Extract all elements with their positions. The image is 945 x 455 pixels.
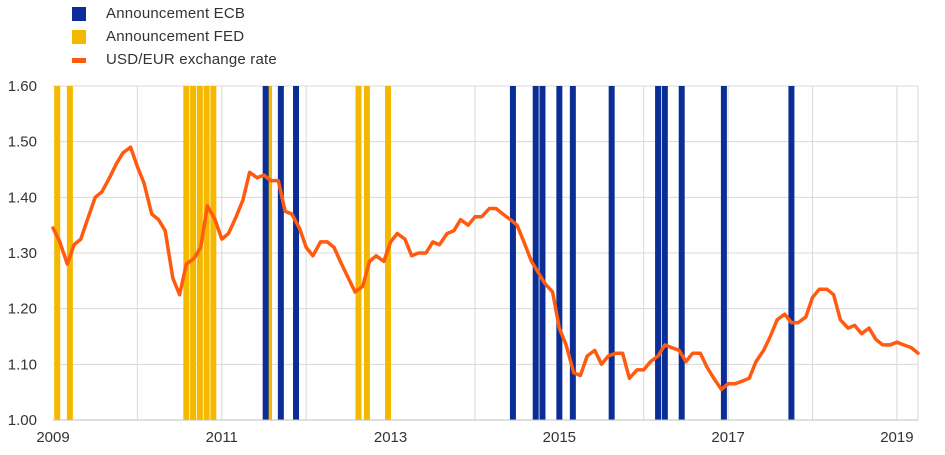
fed-announcement-bar xyxy=(196,86,203,420)
ecb-announcement-bar xyxy=(569,86,576,420)
x-tick-label: 2019 xyxy=(880,429,913,446)
ecb-announcement-bar xyxy=(277,86,284,420)
fed-announcement-bar xyxy=(266,86,273,420)
x-tick-label: 2009 xyxy=(36,429,69,446)
y-tick-label: 1.20 xyxy=(8,301,37,318)
ecb-announcement-bar xyxy=(720,86,727,420)
ecb-announcement-bar xyxy=(608,86,615,420)
fed-announcement-bar xyxy=(203,86,210,420)
y-tick-label: 1.30 xyxy=(8,245,37,262)
y-tick-label: 1.50 xyxy=(8,134,37,151)
y-tick-label: 1.60 xyxy=(8,78,37,95)
legend-swatch-fed xyxy=(72,29,86,44)
x-tick-label: 2013 xyxy=(374,429,407,446)
legend-label-ecb: Announcement ECB xyxy=(106,5,246,22)
usd-eur-exchange-rate-line xyxy=(51,145,920,392)
fed-announcement-bar xyxy=(54,86,61,420)
y-tick-label: 1.00 xyxy=(8,412,37,429)
ecb-announcement-bar xyxy=(293,86,300,420)
x-tick-label: 2015 xyxy=(543,429,576,446)
legend-swatch-usd-eur xyxy=(72,57,86,63)
fed-announcement-bar xyxy=(183,86,190,420)
fed-announcement-bar xyxy=(363,86,370,420)
legend-label-fed: Announcement FED xyxy=(106,28,245,45)
ecb-announcement-bar xyxy=(661,86,668,420)
legend-item-usd-eur: USD/EUR exchange rate xyxy=(72,48,277,71)
ecb-announcement-bar xyxy=(678,86,685,420)
fed-announcement-bar xyxy=(190,86,197,420)
fed-announcement-bar xyxy=(355,86,362,420)
ecb-announcement-bar xyxy=(532,86,539,420)
y-tick-label: 1.10 xyxy=(8,356,37,373)
ecb-announcement-bar xyxy=(556,86,563,420)
fed-announcement-bar xyxy=(210,86,217,420)
ecb-announcement-bar xyxy=(655,86,662,420)
legend-swatch-ecb xyxy=(72,6,86,21)
ecb-announcement-bar xyxy=(262,86,269,420)
y-tick-label: 1.40 xyxy=(8,189,37,206)
ecb-announcement-bar xyxy=(509,86,516,420)
ecb-announcement-bar xyxy=(788,86,795,420)
legend-label-usd-eur: USD/EUR exchange rate xyxy=(106,51,277,68)
legend-item-fed: Announcement FED xyxy=(72,25,277,48)
legend: Announcement ECB Announcement FED USD/EU… xyxy=(72,2,277,71)
x-tick-label: 2011 xyxy=(206,429,238,446)
ecb-announcement-bar xyxy=(539,86,546,420)
legend-item-ecb: Announcement ECB xyxy=(72,2,277,25)
x-tick-label: 2017 xyxy=(711,429,744,446)
